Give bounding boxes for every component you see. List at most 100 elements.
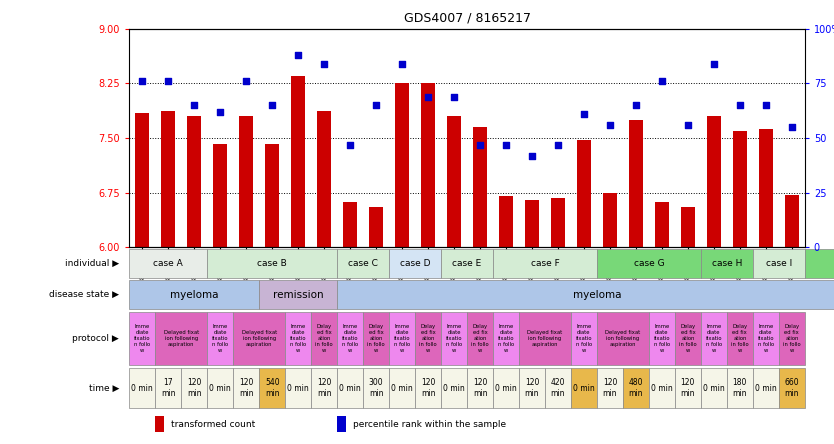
Text: 0 min: 0 min — [287, 384, 309, 392]
Text: Delay
ed fix
ation
in follo
w: Delay ed fix ation in follo w — [679, 325, 696, 353]
Bar — [161, 111, 175, 247]
Point — [551, 141, 565, 148]
Bar — [525, 200, 539, 247]
Bar — [571, 312, 597, 365]
Text: 0 min: 0 min — [573, 384, 595, 392]
Text: 120
min: 120 min — [187, 378, 202, 398]
Bar — [493, 249, 597, 278]
Text: Delay
ed fix
ation
in follo
w: Delay ed fix ation in follo w — [731, 325, 749, 353]
Bar — [364, 312, 389, 365]
Bar — [706, 116, 721, 247]
Text: 0 min: 0 min — [339, 384, 361, 392]
Text: 0 min: 0 min — [495, 384, 517, 392]
Point — [344, 141, 357, 148]
Point — [162, 78, 175, 85]
Bar — [441, 312, 467, 365]
Text: Delayed fixat
ion following
aspiration: Delayed fixat ion following aspiration — [163, 330, 198, 347]
Bar — [369, 207, 384, 247]
Text: Delay
ed fix
ation
in follo
w: Delay ed fix ation in follo w — [471, 325, 489, 353]
Bar — [655, 202, 669, 247]
Bar — [291, 76, 305, 247]
Text: disease state ▶: disease state ▶ — [49, 290, 119, 299]
Bar — [441, 249, 493, 278]
Text: Imme
diate
fixatio
n follo
w: Imme diate fixatio n follo w — [654, 325, 671, 353]
Bar — [597, 368, 623, 408]
Point — [630, 102, 643, 109]
Point — [318, 60, 331, 67]
Text: 300
min: 300 min — [369, 378, 384, 398]
Text: 0 min: 0 min — [651, 384, 673, 392]
Text: 120
min: 120 min — [317, 378, 331, 398]
Point — [239, 78, 253, 85]
Bar — [395, 83, 409, 247]
Text: Imme
diate
fixatio
n follo
w: Imme diate fixatio n follo w — [757, 325, 774, 353]
Bar — [649, 368, 675, 408]
Text: case C: case C — [348, 258, 378, 268]
Text: 0 min: 0 min — [209, 384, 231, 392]
Text: individual ▶: individual ▶ — [65, 258, 119, 268]
Bar — [629, 120, 643, 247]
Text: Imme
diate
fixatio
n follo
w: Imme diate fixatio n follo w — [394, 325, 410, 353]
Bar — [182, 368, 207, 408]
Text: 120
min: 120 min — [421, 378, 435, 398]
Bar — [129, 280, 259, 309]
Text: percentile rank within the sample: percentile rank within the sample — [353, 420, 506, 429]
Bar — [311, 368, 337, 408]
Point — [395, 60, 409, 67]
Point — [656, 78, 669, 85]
Text: Imme
diate
fixatio
n follo
w: Imme diate fixatio n follo w — [498, 325, 515, 353]
Bar — [155, 416, 164, 432]
Text: 120
min: 120 min — [473, 378, 487, 398]
Bar — [317, 111, 331, 247]
Point — [369, 102, 383, 109]
Text: 0 min: 0 min — [755, 384, 776, 392]
Bar — [389, 312, 415, 365]
Bar — [493, 368, 519, 408]
Point — [577, 111, 590, 118]
Bar — [603, 193, 617, 247]
Bar — [187, 116, 201, 247]
Point — [447, 93, 460, 100]
Bar — [753, 249, 805, 278]
Text: 0 min: 0 min — [391, 384, 413, 392]
Bar — [701, 249, 752, 278]
Text: 120
min: 120 min — [525, 378, 540, 398]
Text: myeloma: myeloma — [573, 290, 621, 300]
Bar — [753, 368, 779, 408]
Bar — [234, 368, 259, 408]
Text: case G: case G — [634, 258, 664, 268]
Bar — [135, 113, 149, 247]
Bar — [285, 368, 311, 408]
Text: case I: case I — [766, 258, 792, 268]
Text: 660
min: 660 min — [785, 378, 799, 398]
Text: case J: case J — [817, 258, 834, 268]
Bar — [155, 312, 207, 365]
Point — [474, 141, 487, 148]
Text: case F: case F — [530, 258, 560, 268]
Bar — [234, 312, 285, 365]
Bar — [649, 312, 675, 365]
Text: 0 min: 0 min — [703, 384, 725, 392]
Text: Imme
diate
fixatio
n follo
w: Imme diate fixatio n follo w — [446, 325, 462, 353]
Point — [214, 108, 227, 115]
Text: 0 min: 0 min — [132, 384, 153, 392]
Point — [265, 102, 279, 109]
Bar — [597, 312, 649, 365]
Bar — [208, 368, 233, 408]
Bar — [343, 202, 357, 247]
Text: GDS4007 / 8165217: GDS4007 / 8165217 — [404, 12, 530, 24]
Bar — [337, 368, 363, 408]
Text: 17
min: 17 min — [161, 378, 175, 398]
Bar — [701, 312, 726, 365]
Text: Delay
ed fix
ation
in follo
w: Delay ed fix ation in follo w — [367, 325, 385, 353]
Bar — [520, 368, 545, 408]
Point — [707, 60, 721, 67]
Text: 120
min: 120 min — [603, 378, 617, 398]
Bar — [129, 249, 207, 278]
Bar — [421, 83, 435, 247]
Text: remission: remission — [273, 290, 324, 300]
Text: protocol ▶: protocol ▶ — [73, 334, 119, 343]
Text: Imme
diate
fixatio
n follo
w: Imme diate fixatio n follo w — [342, 325, 359, 353]
Bar — [415, 368, 441, 408]
Bar — [208, 249, 337, 278]
